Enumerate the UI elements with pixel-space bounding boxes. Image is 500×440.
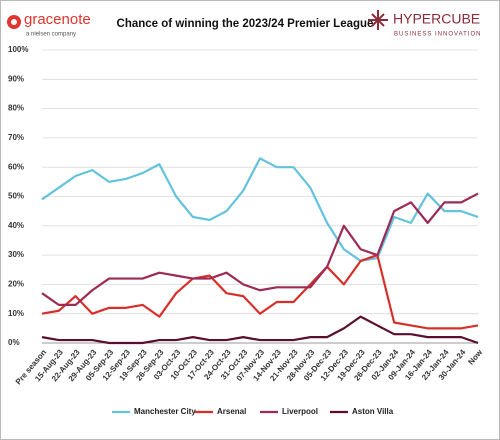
y-tick-label: 20% [8,280,24,289]
series-line [41,254,479,330]
right-logo-icon [368,10,388,30]
y-tick-label: 10% [8,309,24,318]
y-tick-label: 30% [8,250,24,259]
series-line [41,192,479,307]
y-tick-label: 60% [8,162,24,171]
y-tick-label: 50% [8,192,24,201]
y-tick-label: 70% [8,133,24,142]
legend-label: Arsenal [217,407,246,416]
left-tagline: a nielsen company [26,32,76,38]
legend-label: Aston Villa [352,407,394,416]
series-line [41,315,479,345]
chart-title: Chance of winning the 2023/24 Premier Le… [117,18,374,30]
left-logo: gracenote [24,11,91,28]
right-tagline: BUSINESS INNOVATION [394,32,481,38]
y-tick-label: 40% [8,221,24,230]
y-tick-label: 100% [8,45,28,54]
y-tick-label: 90% [8,74,24,83]
legend-label: Liverpool [282,407,318,416]
y-tick-label: 80% [8,104,24,113]
legend-label: Manchester City [134,407,196,416]
y-tick-label: 0% [8,338,20,347]
logo-icon-hole [11,19,17,25]
series-line [41,157,479,263]
right-logo: HYPERCUBE [393,11,480,27]
